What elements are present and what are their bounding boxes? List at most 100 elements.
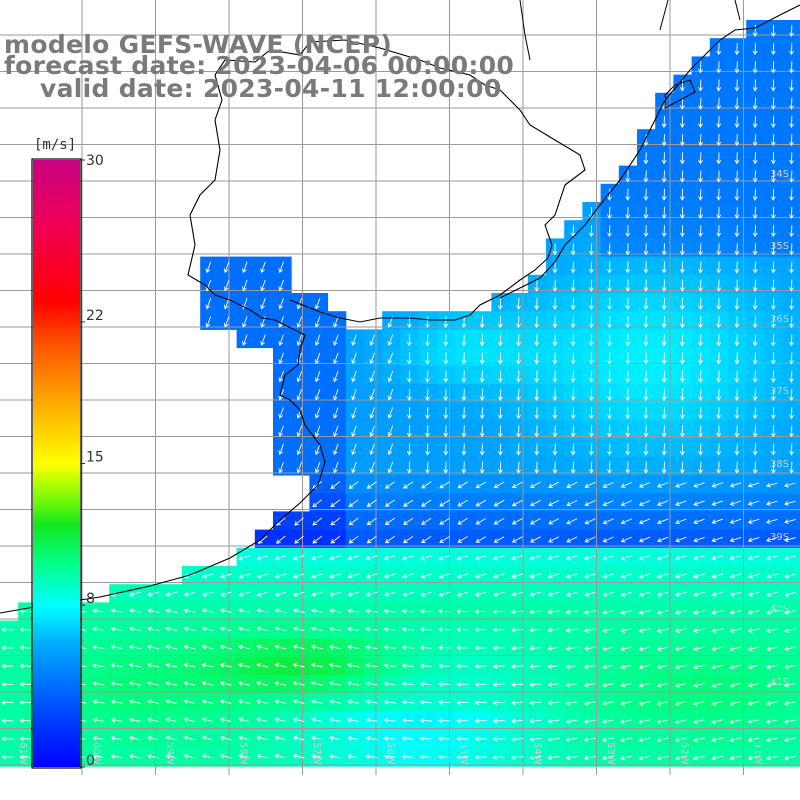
coastline-path [0, 39, 586, 614]
wind-arrow [625, 425, 631, 438]
wind-arrow [716, 334, 722, 347]
wind-arrow [765, 482, 778, 488]
wind-arrow [333, 389, 339, 401]
wind-arrow [475, 481, 487, 489]
wind-arrow [406, 461, 412, 474]
wind-arrow [747, 573, 760, 579]
wind-arrow [461, 425, 467, 438]
wind-arrow [625, 188, 631, 201]
wind-arrow [734, 279, 740, 292]
wind-arrow [183, 591, 196, 597]
wind-arrow [529, 573, 542, 579]
wind-arrow [765, 755, 778, 761]
wind-arrow [643, 370, 649, 383]
wind-arrow [493, 499, 505, 507]
wind-arrow [333, 461, 339, 474]
wind-arrow [789, 188, 794, 201]
wind-arrow [330, 517, 341, 526]
wind-arrow [292, 699, 305, 705]
wind-arrow [456, 718, 469, 724]
wind-arrow [602, 555, 614, 561]
wind-arrow [729, 682, 742, 688]
wind-arrow [656, 664, 669, 670]
wind-arrow [147, 608, 159, 614]
wind-arrow [510, 682, 523, 688]
wind-arrow [351, 461, 357, 474]
wind-arrow [679, 115, 685, 128]
wind-arrow [201, 699, 214, 704]
wind-arrow [278, 334, 284, 346]
wind-arrow [789, 206, 794, 219]
wind-arrow [510, 627, 523, 633]
wind-arrow [661, 316, 667, 329]
wind-arrow [674, 664, 687, 670]
wind-arrow [402, 481, 414, 489]
wind-arrow [328, 662, 341, 668]
wind-arrow [383, 608, 396, 614]
wind-arrow [457, 536, 468, 543]
wind-arrow [401, 573, 414, 579]
wind-arrow [425, 316, 430, 329]
wind-arrow [310, 681, 323, 686]
wind-arrow [260, 279, 266, 292]
wind-arrow [784, 573, 796, 579]
wind-arrow [310, 717, 323, 723]
wind-arrow [19, 736, 32, 742]
wind-arrow [643, 425, 649, 438]
wind-arrow [365, 573, 378, 579]
wind-arrow [552, 261, 558, 274]
wind-arrow [679, 206, 685, 219]
wind-arrow [607, 425, 612, 438]
wind-arrow [510, 609, 523, 615]
wind-arrow [547, 555, 560, 561]
wind-arrow [620, 646, 633, 652]
wind-arrow [456, 591, 469, 597]
wind-arrow [401, 699, 414, 705]
wind-arrow [570, 261, 576, 274]
wind-arrow [183, 626, 196, 632]
wind-arrow [679, 352, 685, 365]
wind-arrow [205, 316, 212, 328]
wind-arrow [296, 407, 303, 419]
wind-arrow [601, 628, 614, 633]
wind-arrow [765, 664, 778, 670]
wind-arrow [365, 591, 378, 597]
wind-arrow [238, 680, 250, 686]
wind-arrow [583, 700, 596, 706]
wind-arrow [789, 170, 794, 183]
wind-arrow [734, 134, 740, 147]
wind-arrow [314, 443, 321, 456]
wind-arrow [602, 481, 614, 488]
wind-arrow [401, 681, 414, 687]
wind-arrow [296, 370, 303, 383]
wind-arrow [716, 297, 722, 310]
wind-arrow [583, 664, 596, 670]
wind-arrow [643, 225, 649, 238]
wind-arrow [679, 425, 685, 438]
wind-arrow [716, 316, 722, 329]
wind-arrow [747, 646, 760, 652]
wind-arrow [223, 316, 230, 328]
wind-arrow [583, 609, 596, 615]
wind-arrow [292, 717, 305, 723]
wind-arrow [419, 754, 432, 760]
wind-arrow [643, 261, 649, 274]
wind-arrow [278, 443, 284, 456]
wind-arrow [333, 425, 339, 437]
wind-arrow [347, 699, 360, 705]
wind-arrow [474, 736, 487, 742]
wind-arrow [570, 316, 576, 329]
wind-arrow [711, 719, 724, 725]
wind-arrow [92, 626, 105, 632]
wind-arrow [347, 681, 360, 687]
wind-arrow [588, 279, 594, 292]
latitude-label: 35S [770, 241, 789, 252]
wind-arrow [387, 407, 394, 419]
wind-arrow [552, 279, 558, 292]
longitude-label: 61W [17, 742, 28, 765]
wind-arrow [656, 573, 669, 579]
wind-arrow [456, 555, 469, 561]
wind-arrow [425, 461, 430, 474]
wind-arrow [588, 370, 594, 383]
